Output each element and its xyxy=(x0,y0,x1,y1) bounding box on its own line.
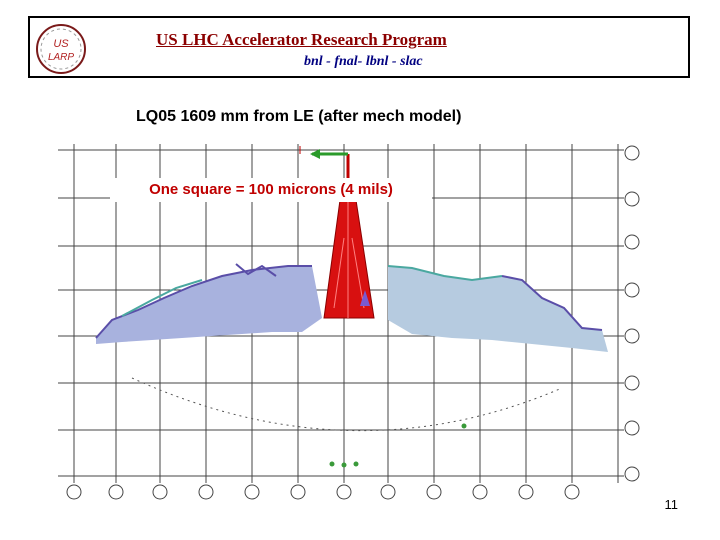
program-title: US LHC Accelerator Research Program xyxy=(156,30,447,49)
right-axis-markers xyxy=(624,145,640,482)
larp-logo: US LARP xyxy=(36,24,86,74)
peak-spike xyxy=(323,199,375,319)
header-banner xyxy=(28,16,690,78)
arc-markers xyxy=(329,423,467,468)
reference-arc xyxy=(131,377,563,432)
slide-title: LQ05 1609 mm from LE (after mech model) xyxy=(136,108,462,125)
labs-subtitle: bnl - fnal- lbnl - slac xyxy=(304,54,423,69)
right-cross-section-trace xyxy=(387,265,608,352)
left-cross-section-trace xyxy=(95,263,322,344)
bottom-axis-markers xyxy=(66,484,580,500)
scale-annotation: One square = 100 microns (4 mils) xyxy=(110,178,432,202)
logo-larp: LARP xyxy=(48,52,74,63)
logo-us: US xyxy=(53,38,69,50)
measurement-plot xyxy=(58,144,640,500)
page-number: 11 xyxy=(664,497,679,512)
